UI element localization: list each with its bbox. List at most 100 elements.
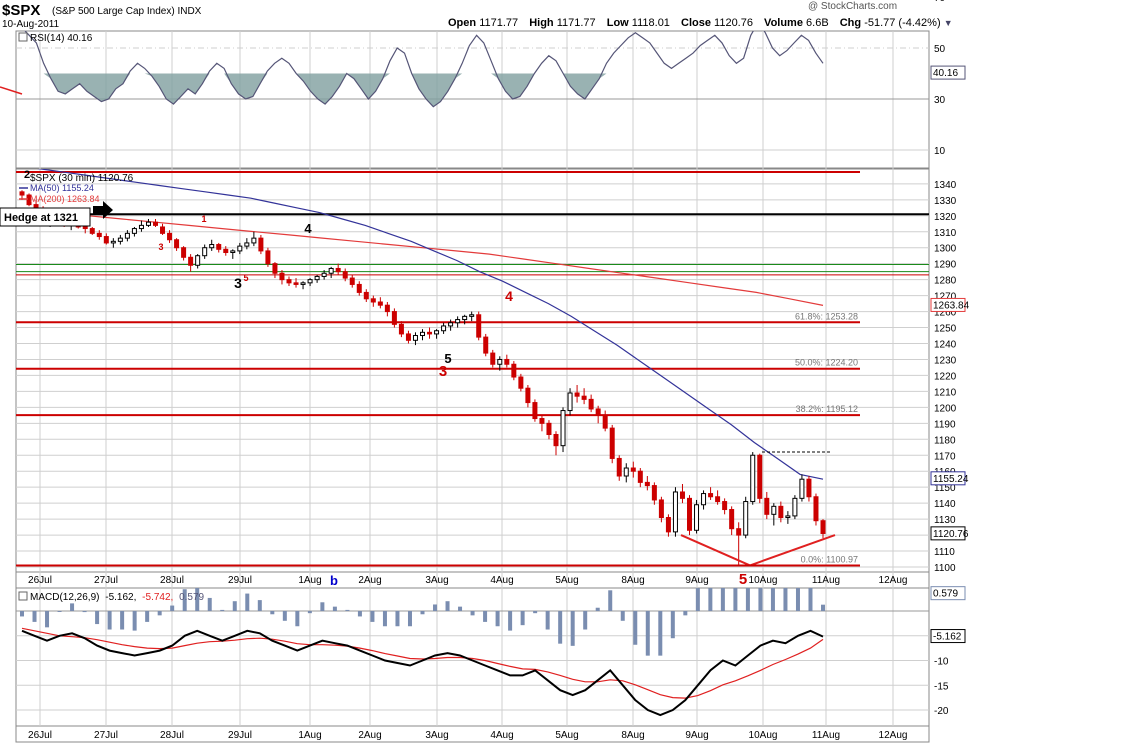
rsi-oversold-fill: [22, 48, 823, 107]
macd-hist-bar: [182, 589, 187, 611]
candle-body: [813, 496, 819, 522]
symbol-title: $SPX: [2, 2, 41, 19]
candle-body: [370, 298, 376, 303]
macd-legend: MACD(12,26,9) -5.162, -5.742, 0.579: [30, 592, 205, 603]
candle-body: [595, 408, 601, 416]
date-tick-label-bottom: 1Aug: [298, 730, 321, 741]
macd-hist-bar: [821, 604, 825, 611]
candle-body: [124, 232, 130, 239]
date-tick-label-top: 2Aug: [358, 575, 381, 586]
candle-body: [792, 497, 798, 517]
candle-body: [525, 387, 531, 404]
date-tick-label-bottom: 9Aug: [685, 730, 708, 741]
price-tick-label: 1110: [934, 547, 955, 558]
candle-body: [300, 282, 306, 285]
candle-body: [672, 491, 678, 533]
candle-body: [103, 236, 109, 244]
candle-body: [588, 398, 594, 410]
wave-label: 1: [201, 214, 206, 224]
macd-hist-bar: [545, 611, 550, 630]
fib-level-label: 0.0%: 1100.97: [801, 554, 858, 564]
candle-body: [455, 319, 461, 324]
wave-label: 4: [505, 288, 513, 304]
macd-hist-bar: [270, 611, 275, 615]
candle-body: [539, 418, 545, 424]
date-tick-label-bottom: 28Jul: [160, 730, 184, 741]
price-panel: [15, 168, 930, 573]
candle-body: [644, 481, 650, 487]
candle-body: [307, 279, 313, 284]
date-tick-label-top: 5Aug: [555, 575, 578, 586]
wave-label: 3: [158, 242, 163, 252]
candle-body: [736, 528, 742, 536]
wave-label: 3: [234, 275, 242, 291]
candle-body: [314, 275, 320, 281]
candle-body: [448, 322, 454, 327]
macd-value-badge: -5.162: [933, 632, 962, 643]
candle-body: [785, 515, 791, 519]
candle-body: [82, 226, 88, 230]
macd-hist-bar: [232, 601, 237, 611]
wedge-line: [680, 534, 751, 567]
price-tick-label: 1140: [934, 499, 956, 510]
macd-hist-bar: [282, 611, 287, 621]
macd-hist-bar: [445, 601, 450, 611]
macd-hist-bar: [508, 611, 513, 631]
candle-body: [778, 505, 784, 519]
rsi-tick-label: 30: [934, 95, 946, 106]
candle-body: [265, 250, 271, 265]
candle-body: [602, 414, 608, 429]
candle-body: [89, 228, 95, 234]
macd-hist-bar: [32, 611, 37, 622]
wave-label: 4: [304, 221, 312, 236]
candle-body: [202, 247, 208, 257]
macd-hist-bar: [595, 607, 600, 611]
macd-hist-bar: [395, 611, 400, 627]
fib-level-label: 50.0%: 1224.20: [795, 358, 858, 368]
macd-hist-bar: [170, 605, 175, 611]
macd-hist-bar: [257, 600, 262, 611]
candle-body: [279, 272, 285, 281]
price-tick-label: 1290: [934, 260, 957, 271]
macd-hist-bar: [420, 611, 425, 615]
close-value-badge: 1120.76: [933, 529, 969, 540]
date-tick-label-bottom: 3Aug: [425, 730, 448, 741]
candle-body: [188, 256, 194, 266]
price-tick-label: 1280: [934, 276, 957, 287]
macd-tick-label: -20: [934, 706, 949, 717]
candle-body: [722, 501, 728, 511]
candle-body: [806, 478, 812, 498]
candle-body: [384, 304, 390, 313]
candle-body: [504, 358, 510, 365]
macd-collapse-box[interactable]: [18, 591, 28, 601]
date-strip-top: [15, 571, 930, 589]
macd-line: [21, 629, 824, 717]
date-tick-label-bottom: 26Jul: [28, 730, 52, 741]
macd-hist-bar: [470, 611, 475, 616]
macd-hist-bar: [783, 588, 788, 611]
dropdown-arrow-icon[interactable]: ▼: [943, 18, 953, 28]
candle-body: [349, 277, 355, 285]
close-value-badge-box: [930, 526, 966, 541]
candle-body: [609, 427, 615, 459]
macd-signal-line: [21, 627, 824, 699]
price-tick-label: 1100: [934, 563, 956, 574]
candle-body: [764, 497, 770, 515]
macd-hist-bar: [483, 611, 488, 622]
candle-body: [286, 279, 292, 284]
macd-hist-bar: [382, 611, 387, 627]
candle-body: [483, 336, 489, 354]
candle-body: [272, 263, 278, 274]
candle-body: [820, 520, 826, 534]
macd-hist-bar: [332, 606, 337, 611]
candle-body: [560, 410, 566, 447]
candle-body: [335, 267, 341, 273]
hedge-box: [0, 207, 91, 227]
macd-hist-bar: [720, 588, 725, 611]
macd-hist-bar: [307, 611, 312, 614]
fib-level-label: 38.2%: 1195.12: [796, 404, 858, 414]
rsi-collapse-box[interactable]: [18, 32, 28, 42]
candle-body: [623, 467, 629, 477]
date-tick-label-bottom: 11Aug: [812, 730, 840, 741]
price-tick-label: 1220: [934, 371, 957, 382]
